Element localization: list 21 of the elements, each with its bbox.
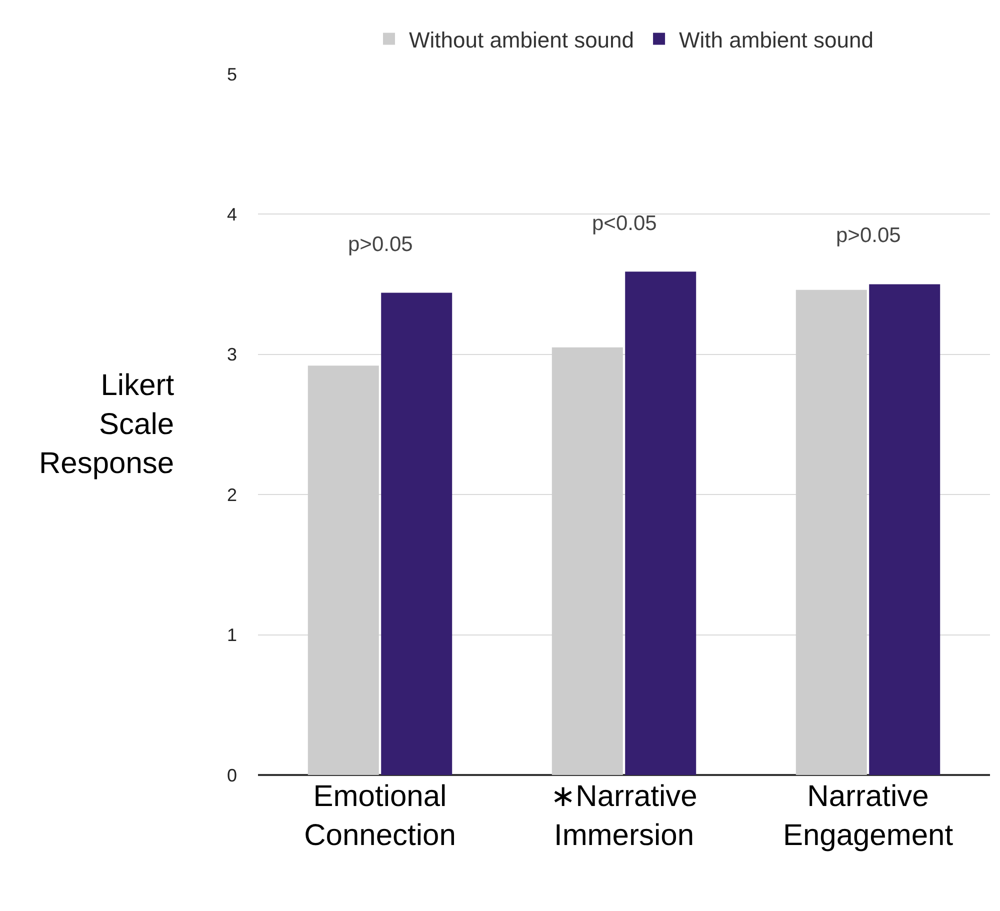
legend-label: With ambient sound: [679, 27, 874, 52]
y-axis-title: Likert Scale Response: [39, 369, 175, 480]
bar: [552, 347, 623, 775]
x-tick-label: ∗Narrative Immersion: [550, 780, 698, 852]
x-tick-label: Emotional Connection: [304, 780, 456, 852]
annotation: p>0.05: [348, 233, 413, 256]
y-tick-label: 1: [226, 625, 237, 646]
annotation: p>0.05: [836, 224, 901, 247]
legend-label: Without ambient sound: [409, 27, 634, 52]
y-tick-label: 3: [226, 344, 237, 365]
bar: [381, 292, 452, 775]
bar: [796, 290, 867, 775]
bar: [308, 366, 379, 775]
bar: [625, 272, 696, 775]
x-tick-label: Narrative Engagement: [782, 780, 954, 852]
bar: [869, 284, 940, 775]
y-tick-label: 2: [226, 484, 237, 505]
y-tick-label: 5: [226, 64, 237, 84]
y-tick-label: 4: [226, 204, 237, 224]
annotation: p<0.05: [592, 212, 657, 235]
y-tick-label: 0: [226, 765, 237, 786]
